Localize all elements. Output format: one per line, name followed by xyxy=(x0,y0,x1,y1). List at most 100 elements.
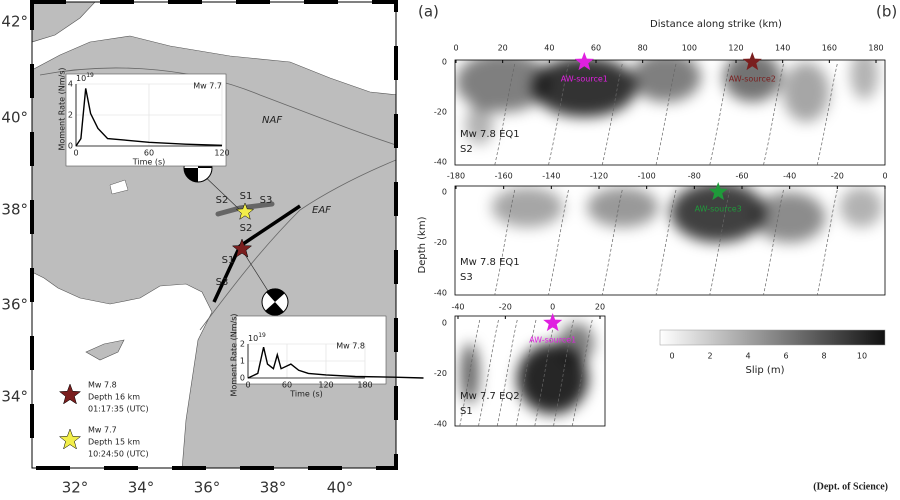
slip-patch xyxy=(723,60,782,102)
rupture-contour xyxy=(534,319,556,426)
lat-label: 40° xyxy=(1,109,28,127)
lake xyxy=(109,179,129,195)
scale-exponent: 19 xyxy=(86,72,94,79)
rupture-contour xyxy=(515,319,537,426)
segment-label: S2 xyxy=(240,223,253,234)
x-tick-label: -180 xyxy=(447,172,465,181)
island xyxy=(85,339,125,361)
rupture-contour xyxy=(548,189,569,295)
colorbar-tick-label: 2 xyxy=(707,352,712,361)
panel-label: (a) xyxy=(418,3,439,21)
legend-text: 10:24:50 (UTC) xyxy=(88,450,149,459)
x-axis-title: Time (s) xyxy=(289,390,323,399)
legend-text: 01:17:35 (UTC) xyxy=(88,405,149,414)
y-tick-label: -40 xyxy=(434,158,447,167)
lon-label: 32° xyxy=(62,479,89,497)
source-star xyxy=(742,52,762,71)
magnitude: Mw 7.8 xyxy=(336,342,365,351)
x-tick-label: -20 xyxy=(499,303,512,312)
y-tick-label: -20 xyxy=(434,369,447,378)
rupture-contour xyxy=(459,319,481,426)
y-tick-label: 0 xyxy=(240,374,245,383)
colorbar-tick-label: 8 xyxy=(821,352,826,361)
x-axis-title: Time (s) xyxy=(132,158,166,167)
x-tick-label: 80 xyxy=(638,44,648,53)
x-tick-label: 180 xyxy=(357,381,372,390)
slip-patch xyxy=(587,186,659,228)
epicenter xyxy=(231,238,253,258)
slip-patch xyxy=(631,60,701,102)
x-tick-label: -160 xyxy=(495,172,513,181)
lat-label: 38° xyxy=(1,201,28,219)
colorbar xyxy=(659,329,886,346)
scale: 1019 xyxy=(76,72,94,83)
fault-eaf xyxy=(199,159,396,331)
segment-label: S3 xyxy=(216,277,229,288)
rupture-contour xyxy=(553,319,574,426)
segment-label: S1 xyxy=(240,191,253,202)
slip-patch xyxy=(460,343,480,404)
x-tick-label: -80 xyxy=(688,172,701,181)
x-tick-label: 60 xyxy=(144,149,154,158)
rupture-north xyxy=(215,201,275,217)
y-tick-label: 0 xyxy=(442,319,447,328)
panel-segment: S3 xyxy=(460,272,473,283)
slip-blobs xyxy=(456,60,879,145)
panel-segment: S1 xyxy=(460,406,473,417)
x-tick-label: 60 xyxy=(591,44,601,53)
y-tick-label: -20 xyxy=(434,238,447,247)
rupture-contour xyxy=(601,189,623,295)
source-label: AW-source3 xyxy=(695,205,742,214)
colorbar-tick-label: 4 xyxy=(745,352,750,361)
fault-naf xyxy=(39,67,396,146)
colorbar-title: Slip (m) xyxy=(746,365,785,376)
moment-rate-curve xyxy=(75,88,223,147)
source-label: AW-source1 xyxy=(529,336,576,345)
rupture-contour xyxy=(816,189,838,295)
source-label: AW-source2 xyxy=(729,75,776,84)
slip-panel: -180 -160 -140 -120 -100 -80 -60 -40 -20 0 0 -20 -40… xyxy=(434,172,888,298)
x-tick-label: 180 xyxy=(868,44,883,53)
magnitude: Mw 7.7 xyxy=(193,82,222,91)
x-tick-label: 100 xyxy=(682,44,697,53)
legend-marker xyxy=(58,383,82,405)
rupture-contour xyxy=(571,319,593,426)
footer: (Dept. of Science) xyxy=(813,481,888,492)
slip-patch xyxy=(465,104,494,145)
rupture-contour xyxy=(655,189,677,295)
x-tick-label: 0 xyxy=(453,44,458,53)
x-tick-label: 20 xyxy=(595,303,605,312)
slip-field xyxy=(456,60,879,165)
panel-event: Mw 7.7 EQ2 xyxy=(460,391,520,402)
slip-panel: -40 -20 0 20 0 -20 -40 Mw 7.7 EQ2 S1 AW-source1 xyxy=(434,303,606,429)
fault-label: EAF xyxy=(312,205,331,216)
y-tick-label: 2 xyxy=(68,111,73,120)
slip-patch xyxy=(491,186,564,228)
x-tick-label: -40 xyxy=(783,172,796,181)
epicenter xyxy=(235,202,255,220)
inset-box xyxy=(235,315,387,385)
lon-label: 36° xyxy=(194,479,221,497)
source-star xyxy=(574,52,594,71)
panel-label: (b) xyxy=(876,3,897,21)
x-tick-label: 120 xyxy=(318,381,333,390)
panel-event: Mw 7.8 EQ1 xyxy=(460,129,520,140)
moment-rate-inset: 0 60 120 180 0 1 2 Time (s) Moment Rate (Nm/s) Mw… xyxy=(230,313,424,399)
rupture-contour xyxy=(709,189,731,295)
x-tick-label: 120 xyxy=(214,149,229,158)
legend-text: Depth 16 km xyxy=(88,393,140,402)
frame xyxy=(31,1,397,469)
lat-label: 42° xyxy=(1,13,28,31)
y-tick-label: -40 xyxy=(434,420,447,429)
legend-marker xyxy=(58,428,82,450)
y-tick-label: 2 xyxy=(240,340,245,349)
colorbar-tick-label: 0 xyxy=(669,352,674,361)
slip-patch xyxy=(558,323,595,364)
x-tick-label: -60 xyxy=(735,172,748,181)
y-axis-title: Moment Rate (Nm/s) xyxy=(230,313,239,396)
x-tick-label: -100 xyxy=(638,172,656,181)
slip-panel: 0 20 40 60 80 100 120 140 160 180 0 -20 -40 Mw 7.8 EQ… xyxy=(434,44,886,167)
y-tick-label: 0 xyxy=(442,188,447,197)
slip-blobs xyxy=(491,186,883,243)
